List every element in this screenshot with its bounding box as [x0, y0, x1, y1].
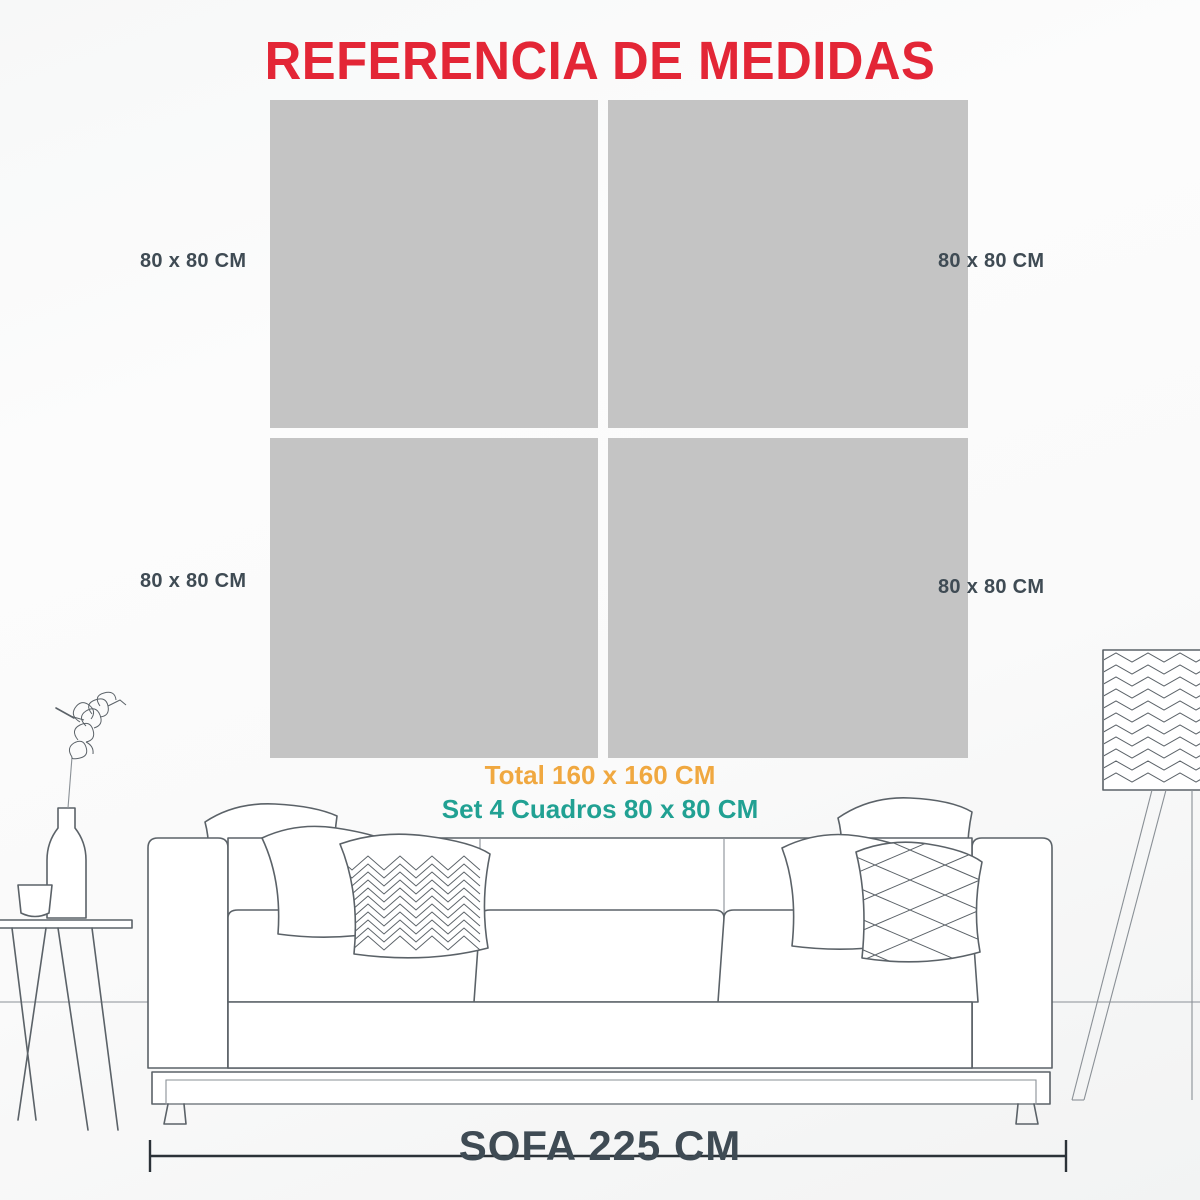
sofa-arm-left — [147, 837, 229, 1069]
art-panel-bottom-right — [608, 438, 968, 758]
set-size-label: Set 4 Cuadros 80 x 80 CM — [441, 794, 759, 824]
sofa-width-caption: SOFA 225 CM — [458, 1122, 742, 1169]
floor-lamp — [1071, 649, 1200, 1101]
seat-cushion-right — [717, 909, 979, 1003]
sofa-arm-right — [971, 837, 1053, 1069]
side-table — [0, 919, 133, 1131]
throw-pillow-plain-left — [261, 825, 395, 938]
art-panel-bottom-left — [270, 438, 598, 758]
total-size-label: Total 160 x 160 CM — [484, 760, 716, 790]
panel-size-label-top-right: 80 x 80 CM — [938, 250, 1045, 272]
art-panel-top-right — [608, 100, 968, 428]
sofa-front-rail — [227, 1001, 973, 1069]
seat-cushion-left — [227, 909, 487, 1003]
throw-pillow-chevron — [339, 833, 491, 959]
panel-size-label-bottom-left: 80 x 80 CM — [140, 570, 247, 592]
three-seat-sofa — [147, 797, 1053, 1125]
sofa-backrest — [227, 837, 973, 1069]
panel-size-label-top-left: 80 x 80 CM — [140, 250, 247, 272]
sofa-base — [151, 1071, 1051, 1105]
seat-cushion-center — [473, 909, 731, 1003]
page-title: REFERENCIA DE MEDIDAS — [264, 31, 936, 91]
sofa-leg-right — [1015, 1103, 1039, 1125]
sofa-leg-left — [163, 1103, 187, 1125]
throw-pillow-plain-right — [781, 833, 915, 950]
bowl — [17, 884, 53, 918]
art-panel-top-left — [270, 100, 598, 428]
panel-size-label-bottom-right: 80 x 80 CM — [938, 576, 1045, 598]
